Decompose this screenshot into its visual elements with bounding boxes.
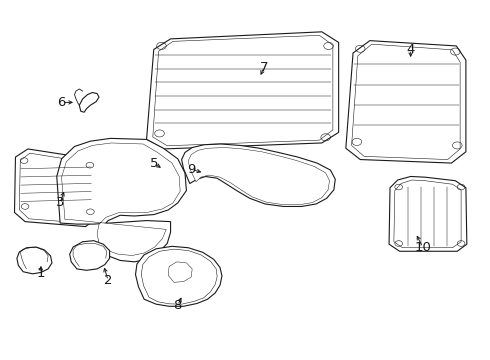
Text: 4: 4	[407, 43, 415, 56]
Text: 2: 2	[104, 274, 112, 287]
Polygon shape	[346, 41, 466, 163]
Polygon shape	[352, 44, 460, 159]
Polygon shape	[188, 148, 329, 205]
Text: 1: 1	[37, 267, 45, 280]
Text: 6: 6	[57, 96, 66, 109]
Polygon shape	[17, 247, 52, 274]
Text: 5: 5	[149, 157, 158, 170]
Polygon shape	[394, 180, 461, 248]
Text: 3: 3	[56, 197, 64, 210]
Polygon shape	[70, 241, 110, 270]
Text: 10: 10	[414, 240, 431, 253]
Text: 8: 8	[173, 299, 182, 312]
Polygon shape	[19, 153, 93, 223]
Text: 7: 7	[260, 60, 269, 73]
Polygon shape	[57, 138, 186, 262]
Polygon shape	[182, 144, 335, 207]
Polygon shape	[141, 249, 217, 304]
Polygon shape	[389, 176, 467, 251]
Polygon shape	[79, 93, 99, 112]
Polygon shape	[15, 149, 98, 226]
Polygon shape	[168, 262, 192, 282]
Text: 9: 9	[187, 163, 196, 176]
Polygon shape	[136, 246, 222, 306]
Polygon shape	[62, 143, 180, 256]
Polygon shape	[153, 35, 333, 146]
Polygon shape	[147, 32, 339, 149]
